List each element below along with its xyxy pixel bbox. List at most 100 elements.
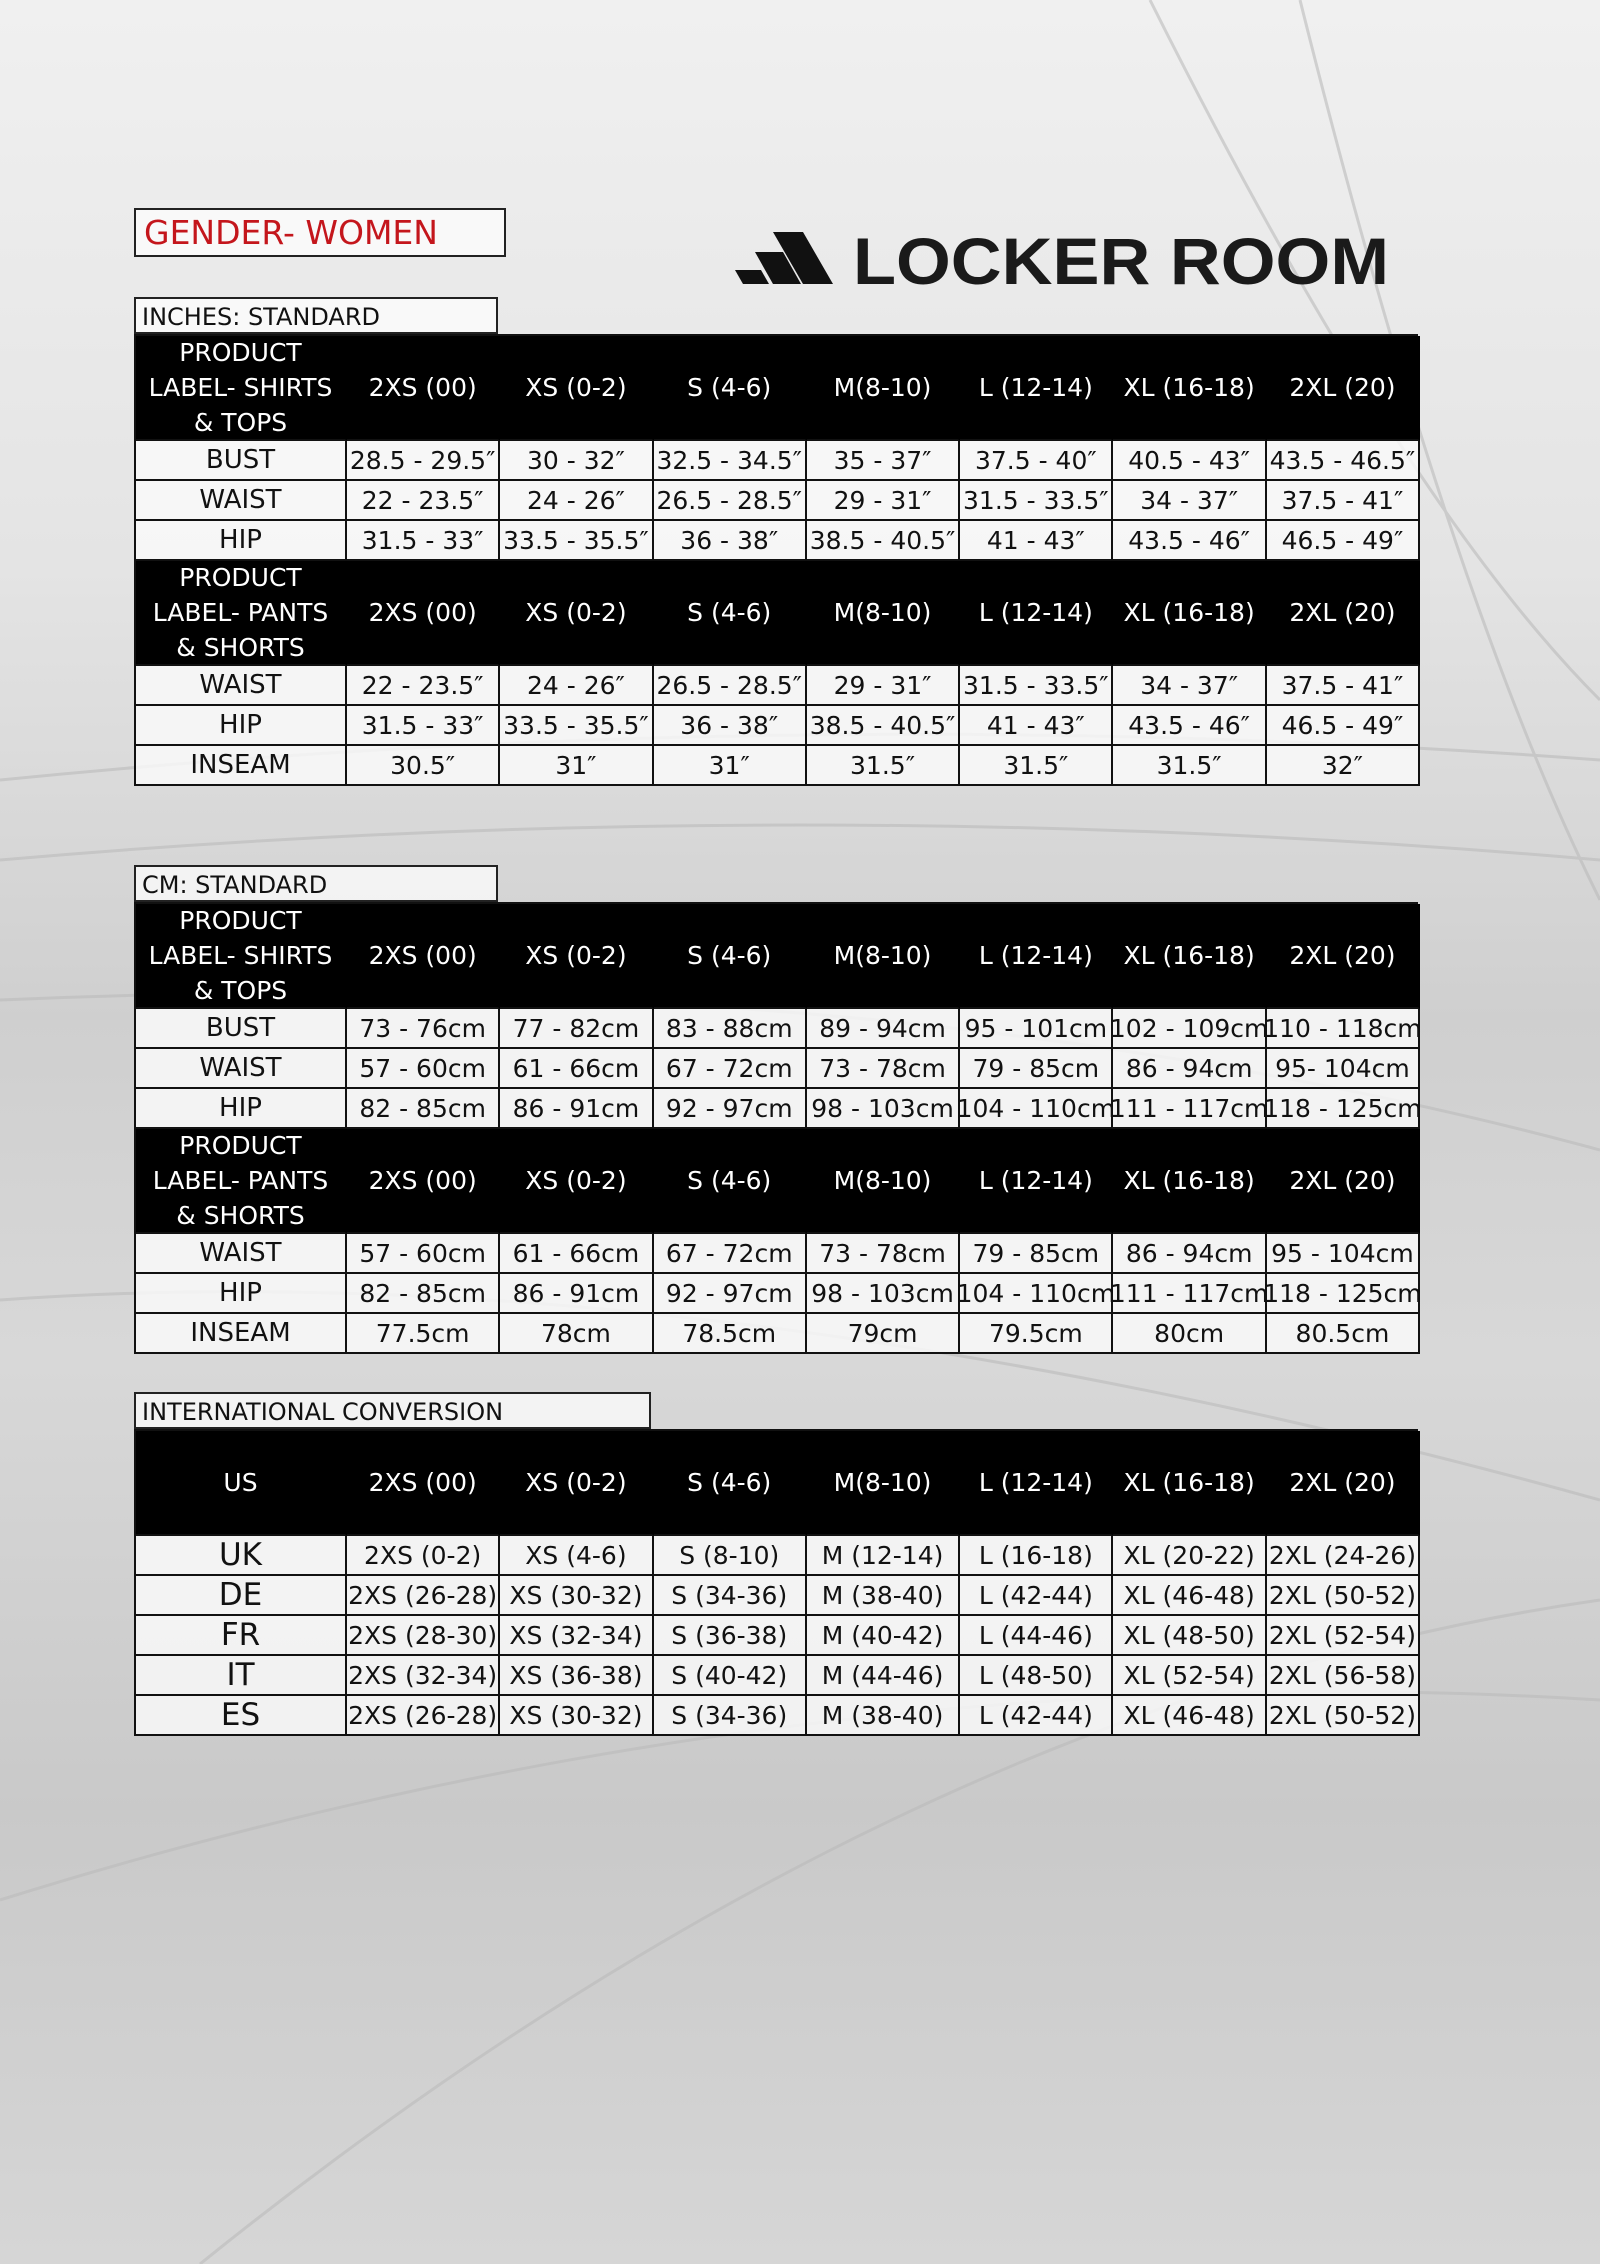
size-value: 89 - 94cm <box>806 1009 961 1049</box>
size-value: 83 - 88cm <box>653 1009 807 1049</box>
size-value: 67 - 72cm <box>653 1234 807 1274</box>
size-header: L (12-14) <box>960 561 1114 666</box>
size-value: 2XL (50-52) <box>1266 1696 1421 1736</box>
size-value: 32″ <box>1266 746 1421 786</box>
size-header: 2XL (20) <box>1266 1129 1421 1234</box>
size-header: XL (16-18) <box>1113 561 1267 666</box>
size-value: M (12-14) <box>806 1536 961 1576</box>
size-value: 61 - 66cm <box>500 1234 654 1274</box>
size-header: 2XL (20) <box>1266 336 1421 441</box>
size-header: XL (16-18) <box>1113 904 1267 1009</box>
size-value: XS (30-32) <box>500 1696 654 1736</box>
row-name: HIP <box>136 706 347 746</box>
size-value: 41 - 43″ <box>960 706 1114 746</box>
row-name: HIP <box>136 521 347 561</box>
size-value: 2XS (0-2) <box>347 1536 501 1576</box>
header-label-line: LABEL- SHIRTS <box>148 373 333 402</box>
size-header: 2XL (20) <box>1266 561 1421 666</box>
size-value: XS (4-6) <box>500 1536 654 1576</box>
size-header: 2XL (20) <box>1266 904 1421 1009</box>
size-value: 30 - 32″ <box>500 441 654 481</box>
size-value: 86 - 94cm <box>1113 1049 1267 1089</box>
size-header: XS (0-2) <box>500 561 654 666</box>
table-title: INCHES: STANDARD <box>134 297 498 334</box>
header-label-line: LABEL- PANTS <box>152 598 329 627</box>
size-value: 92 - 97cm <box>653 1089 807 1129</box>
size-value: 30.5″ <box>347 746 501 786</box>
row-name: HIP <box>136 1274 347 1314</box>
row-name: WAIST <box>136 481 347 521</box>
size-value: 33.5 - 35.5″ <box>500 521 654 561</box>
size-value: 34 - 37″ <box>1113 481 1267 521</box>
size-value: L (48-50) <box>960 1656 1114 1696</box>
size-value: 104 - 110cm <box>957 1274 1115 1314</box>
size-value: 57 - 60cm <box>347 1049 501 1089</box>
size-header: XS (0-2) <box>500 904 654 1009</box>
size-value: M (38-40) <box>806 1576 961 1616</box>
size-header: M(8-10) <box>806 1431 961 1536</box>
size-header: L (12-14) <box>960 336 1114 441</box>
size-table: PRODUCT LABEL- SHIRTS & TOPS 2XS (00) XS (0-… <box>134 902 1422 1354</box>
size-value: 79 - 85cm <box>960 1049 1114 1089</box>
size-header: M(8-10) <box>806 1129 961 1234</box>
size-value: 86 - 94cm <box>1113 1234 1267 1274</box>
size-value: 34 - 37″ <box>1113 666 1267 706</box>
size-value: 2XS (32-34) <box>347 1656 501 1696</box>
logo-bar <box>773 232 833 284</box>
size-value: S (34-36) <box>653 1696 807 1736</box>
size-header: L (12-14) <box>960 1129 1114 1234</box>
size-value: XL (52-54) <box>1113 1656 1267 1696</box>
size-value: 2XL (24-26) <box>1266 1536 1421 1576</box>
size-value: 2XS (26-28) <box>347 1696 501 1736</box>
size-value: 31.5 - 33″ <box>347 521 501 561</box>
header-label-line: & TOPS <box>193 408 288 437</box>
size-value: 67 - 72cm <box>653 1049 807 1089</box>
header-label-line: PRODUCT <box>179 906 302 935</box>
size-header: 2XS (00) <box>347 1129 501 1234</box>
header-label: PRODUCT LABEL- PANTS & SHORTS <box>136 561 347 666</box>
size-value: 31″ <box>653 746 807 786</box>
row-name: WAIST <box>136 666 347 706</box>
size-value: 40.5 - 43″ <box>1113 441 1267 481</box>
size-header: XS (0-2) <box>500 1431 654 1536</box>
gender-label: GENDER- WOMEN <box>134 208 506 257</box>
table-title: INTERNATIONAL CONVERSION <box>134 1392 651 1429</box>
size-value: 79 - 85cm <box>960 1234 1114 1274</box>
size-header: S (4-6) <box>653 1129 807 1234</box>
header-label-line: & SHORTS <box>176 1201 305 1230</box>
size-value: 31.5 - 33.5″ <box>960 481 1114 521</box>
header-label-line: PRODUCT <box>179 338 302 367</box>
size-value: 31.5″ <box>806 746 961 786</box>
table-title: CM: STANDARD <box>134 865 498 902</box>
size-header: 2XS (00) <box>347 336 501 441</box>
size-value: 95- 104cm <box>1266 1049 1421 1089</box>
size-value: L (44-46) <box>960 1616 1114 1656</box>
header-label-line: LABEL- SHIRTS <box>148 941 333 970</box>
size-value: 73 - 78cm <box>806 1049 961 1089</box>
size-value: M (44-46) <box>806 1656 961 1696</box>
size-header: 2XL (20) <box>1266 1431 1421 1536</box>
size-value: 37.5 - 41″ <box>1266 481 1421 521</box>
size-value: 77 - 82cm <box>500 1009 654 1049</box>
size-value: 22 - 23.5″ <box>347 666 501 706</box>
size-value: 98 - 103cm <box>806 1089 961 1129</box>
size-value: 46.5 - 49″ <box>1266 521 1421 561</box>
size-value: 36 - 38″ <box>653 706 807 746</box>
logo-bar <box>755 252 801 284</box>
size-value: 26.5 - 28.5″ <box>653 481 807 521</box>
size-value: 95 - 101cm <box>960 1009 1114 1049</box>
size-value: 79cm <box>806 1314 961 1354</box>
size-value: L (16-18) <box>960 1536 1114 1576</box>
size-value: 26.5 - 28.5″ <box>653 666 807 706</box>
row-name: FR <box>136 1616 347 1656</box>
size-value: L (42-44) <box>960 1576 1114 1616</box>
size-value: 2XL (52-54) <box>1266 1616 1421 1656</box>
size-value: M (38-40) <box>806 1696 961 1736</box>
size-value: L (42-44) <box>960 1696 1114 1736</box>
logo: LOCKER ROOM <box>735 224 1389 292</box>
size-value: XS (30-32) <box>500 1576 654 1616</box>
size-value: 35 - 37″ <box>806 441 961 481</box>
size-value: 78cm <box>500 1314 654 1354</box>
size-value: XS (36-38) <box>500 1656 654 1696</box>
size-value: S (8-10) <box>653 1536 807 1576</box>
